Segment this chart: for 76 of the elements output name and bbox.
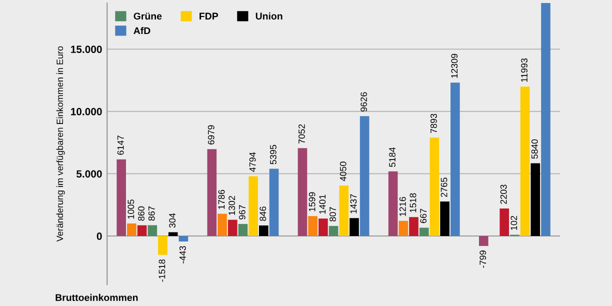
bar — [409, 217, 418, 236]
bar — [520, 86, 530, 236]
data-label: 5184 — [389, 147, 396, 167]
data-label: 867 — [148, 206, 155, 221]
bar — [339, 186, 349, 236]
bar — [318, 218, 328, 236]
bar — [350, 218, 359, 236]
data-label: 12309 — [451, 54, 458, 78]
bar — [298, 148, 308, 236]
data-label: 1786 — [218, 190, 225, 209]
data-label: 2203 — [500, 184, 507, 204]
y-tick-label: 15.000 — [71, 46, 102, 54]
data-label: 2765 — [440, 178, 448, 197]
bar — [248, 176, 258, 236]
data-label: 5395 — [270, 144, 276, 164]
bar — [360, 116, 370, 236]
data-label: 4050 — [340, 162, 346, 182]
bar — [207, 149, 217, 236]
bar — [419, 228, 429, 236]
bar — [218, 214, 227, 236]
bar — [530, 163, 540, 236]
data-label: -1518 — [158, 259, 166, 282]
data-label: -799 — [480, 250, 486, 268]
data-label: 1216 — [399, 197, 406, 216]
bar — [440, 202, 450, 236]
data-label: 1401 — [319, 194, 326, 214]
data-label: 5840 — [531, 139, 538, 159]
bar — [158, 236, 168, 255]
y-tick-label: 5.000 — [76, 170, 102, 178]
data-label: 846 — [260, 206, 266, 221]
data-label: 667 — [420, 208, 427, 224]
data-label: -443 — [179, 246, 186, 264]
data-label: 807 — [330, 207, 336, 222]
data-label: 6147 — [117, 136, 124, 155]
data-label: 9626 — [360, 92, 368, 112]
bar — [238, 224, 248, 236]
y-tick-label: 10.000 — [71, 108, 102, 116]
bar — [541, 3, 550, 236]
bar — [148, 225, 158, 236]
data-label: 7052 — [298, 124, 305, 144]
legend-label: AfD — [134, 27, 150, 34]
bar — [127, 223, 136, 236]
legend-label: Grüne — [134, 12, 162, 20]
bar — [116, 159, 126, 236]
bar — [478, 236, 488, 246]
bar — [308, 216, 318, 236]
bar — [450, 82, 460, 236]
bar — [398, 220, 408, 236]
data-label: 967 — [238, 205, 246, 220]
data-label: 860 — [138, 206, 144, 221]
text: Bruttoeinkommen — [56, 294, 138, 302]
bar — [168, 232, 178, 236]
y-axis-title: Veränderung im verfügbaren Einkommen in Euro — [56, 46, 65, 242]
bar — [269, 168, 279, 236]
data-label: 11993 — [521, 58, 528, 82]
data-label: 102 — [510, 216, 518, 230]
data-label: 304 — [169, 213, 176, 228]
data-label: 1518 — [410, 193, 416, 212]
data-label: 1437 — [350, 194, 357, 214]
data-label: 7893 — [430, 114, 437, 134]
bar — [259, 225, 268, 236]
bar — [388, 171, 398, 236]
data-label: 1005 — [128, 200, 134, 219]
bar — [178, 236, 188, 242]
data-label: 6979 — [208, 125, 214, 144]
bar — [228, 220, 238, 236]
bar — [500, 208, 509, 236]
legend-label: Union — [256, 12, 282, 20]
y-tick-label: 0 — [96, 232, 102, 240]
legend-label: FDP — [200, 12, 218, 20]
bar — [137, 225, 147, 236]
data-label: 1302 — [228, 196, 236, 215]
data-label: 4794 — [249, 152, 256, 172]
bar — [430, 138, 440, 236]
data-label: 1599 — [308, 192, 316, 212]
bar — [328, 226, 338, 236]
